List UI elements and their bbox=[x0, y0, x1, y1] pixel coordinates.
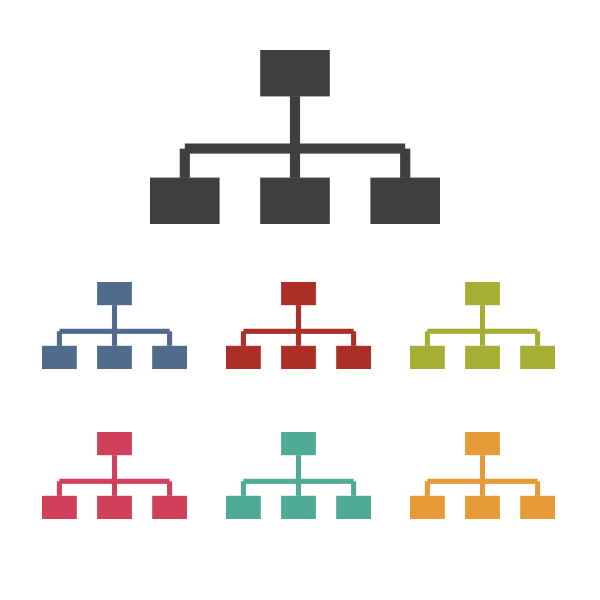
hierarchy-icon-blue bbox=[42, 282, 187, 372]
hierarchy-icon-olive bbox=[410, 282, 555, 372]
hierarchy-icon-dark bbox=[150, 50, 440, 230]
icon-set-canvas bbox=[0, 0, 600, 600]
hierarchy-icon-pink bbox=[42, 432, 187, 522]
hierarchy-icon-red bbox=[226, 282, 371, 372]
hierarchy-icon-teal bbox=[226, 432, 371, 522]
hierarchy-icon-orange bbox=[410, 432, 555, 522]
